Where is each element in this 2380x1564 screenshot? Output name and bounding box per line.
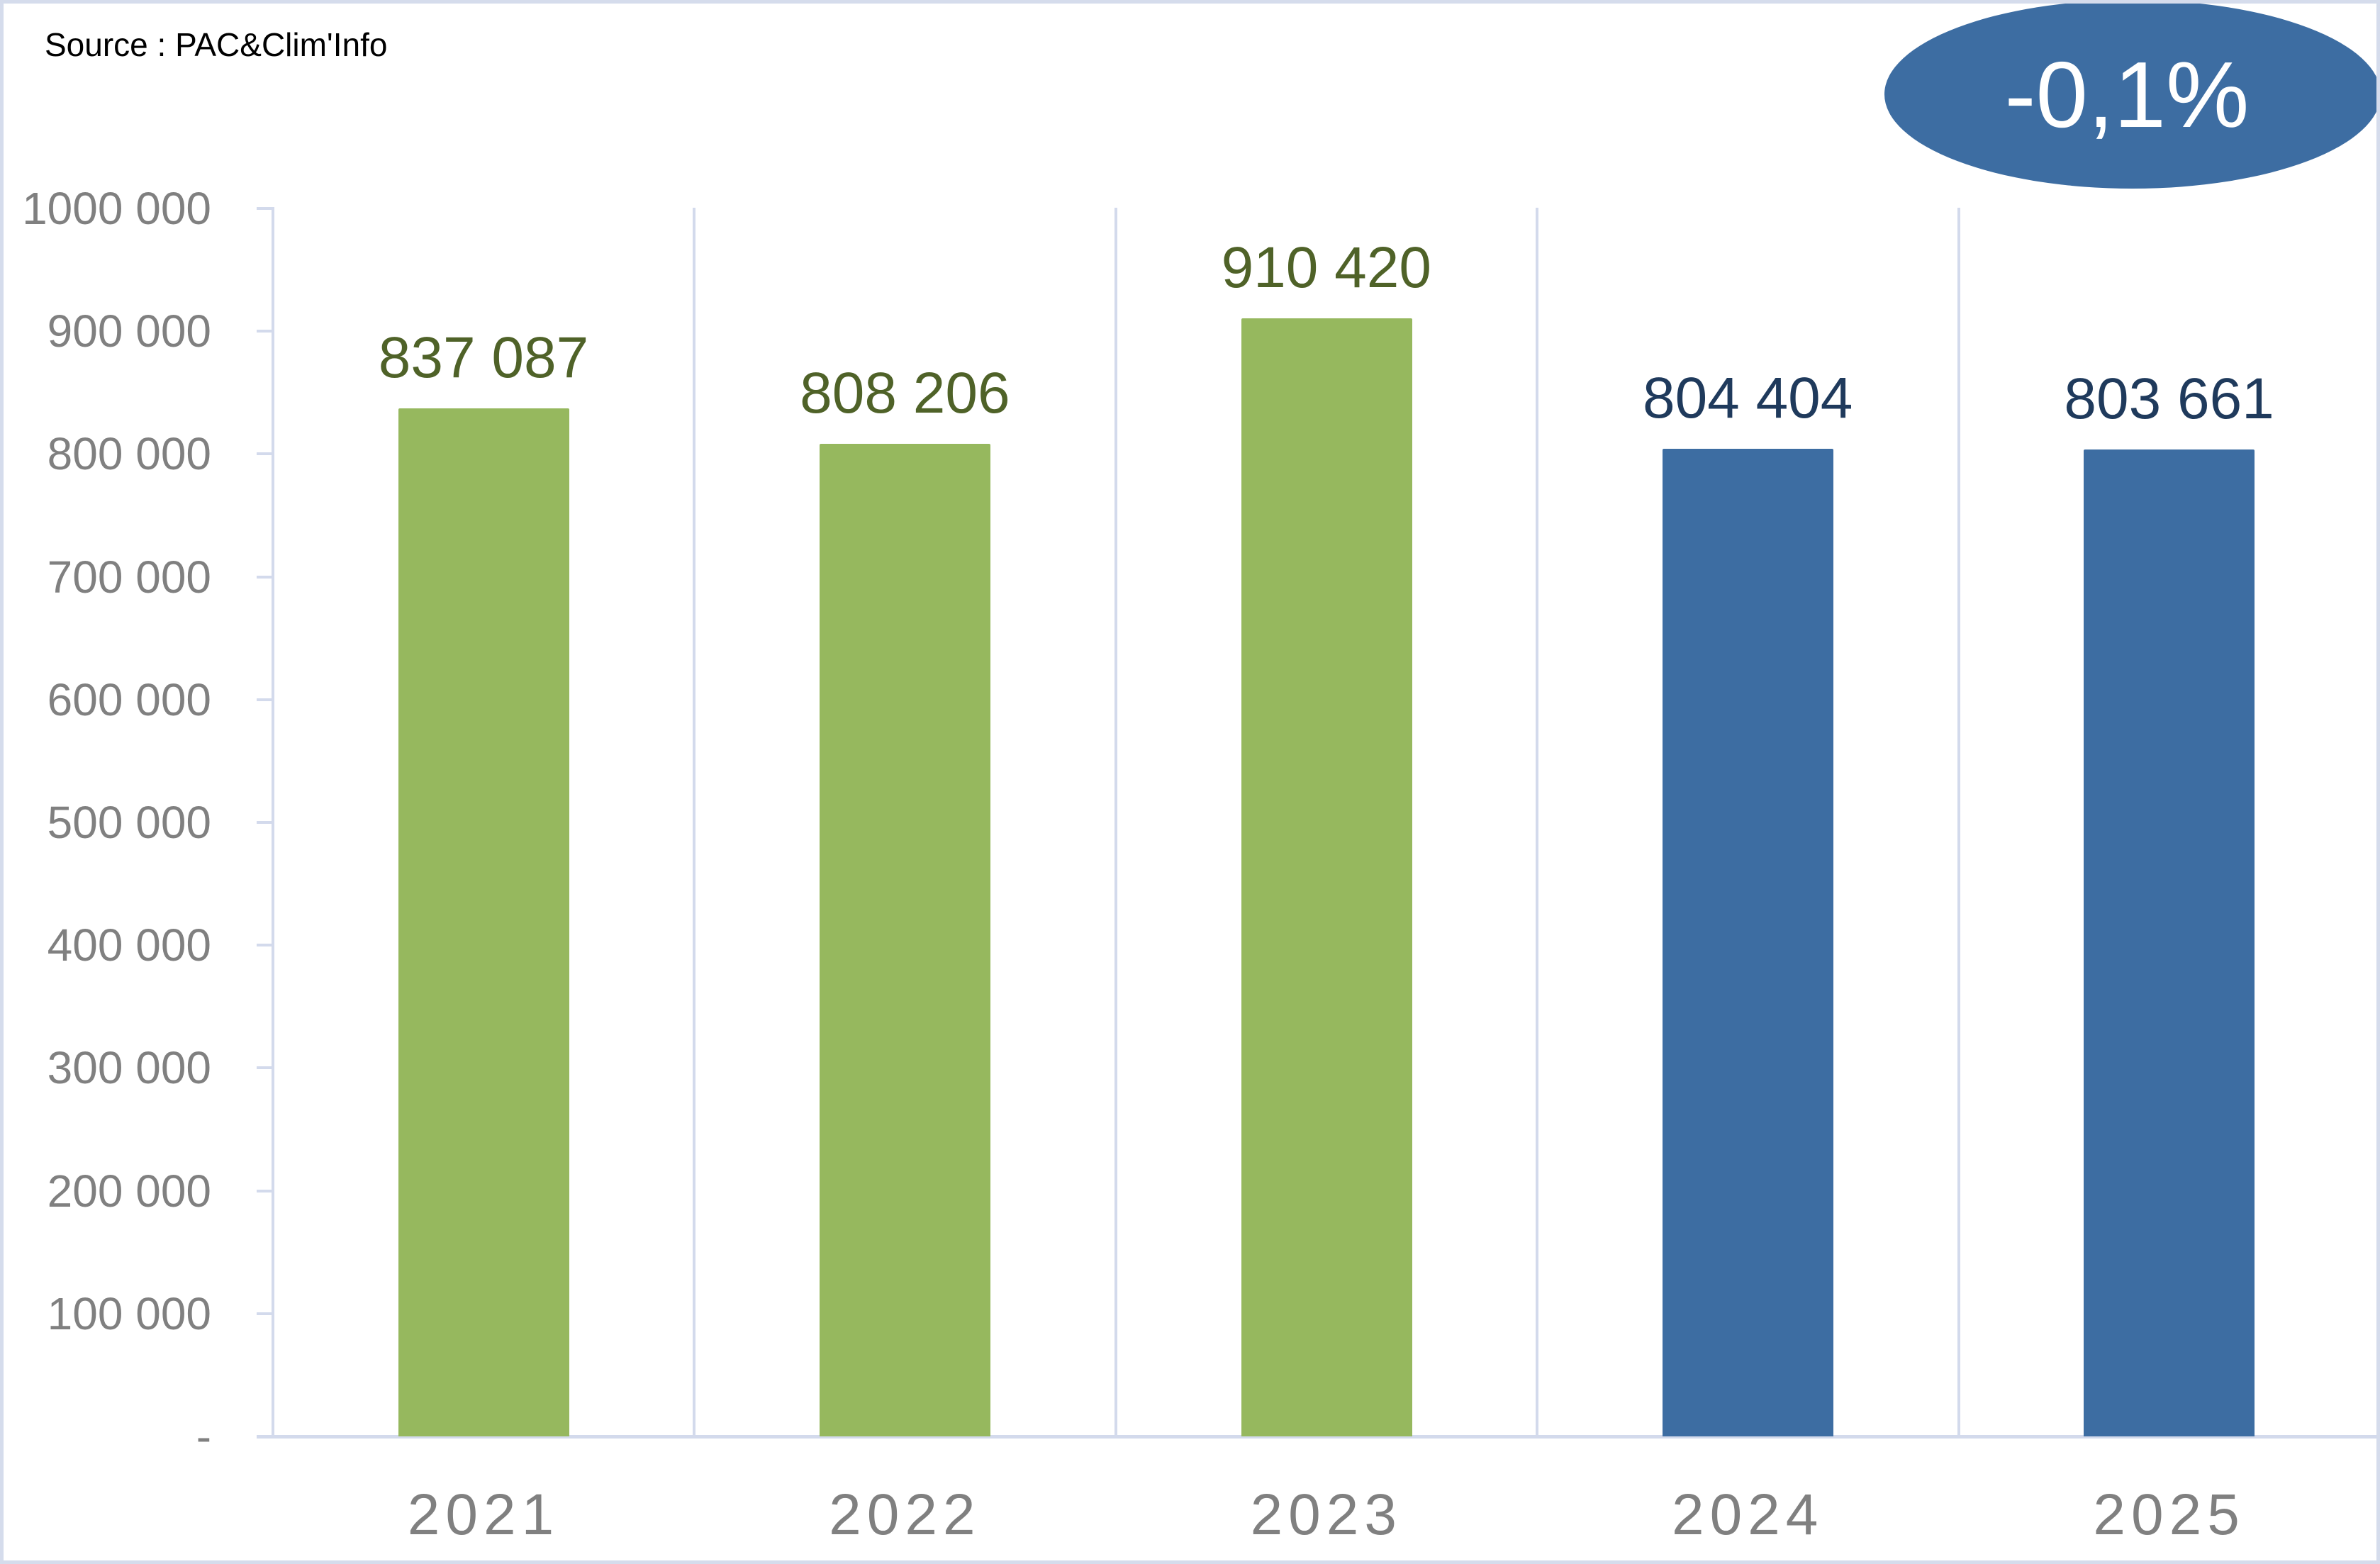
category-divider	[693, 208, 696, 1436]
y-tick-mark	[257, 1189, 273, 1192]
y-tick-mark	[257, 1435, 273, 1438]
x-tick-label-2023: 2023	[1250, 1482, 1402, 1547]
bar-2024	[1662, 448, 1833, 1436]
y-tick-label: 200 000	[47, 1165, 211, 1217]
x-tick-label-2024: 2024	[1671, 1482, 1824, 1547]
category-divider	[1114, 208, 1117, 1436]
y-tick-mark	[257, 698, 273, 701]
y-tick-mark	[257, 452, 273, 456]
y-tick-label: 300 000	[47, 1042, 211, 1094]
data-label-2021: 837 087	[378, 325, 589, 391]
y-axis-line	[272, 207, 274, 1438]
data-label-2023: 910 420	[1221, 235, 1431, 301]
y-tick-label: 400 000	[47, 920, 211, 971]
y-tick-label: 700 000	[47, 551, 211, 603]
y-tick-mark	[257, 944, 273, 947]
data-label-2024: 804 404	[1642, 365, 1853, 430]
y-tick-label: 800 000	[47, 428, 211, 480]
change-badge: -0,1%	[1884, 0, 2380, 189]
data-label-2025: 803 661	[2064, 367, 2274, 432]
y-tick-label: 500 000	[47, 797, 211, 848]
y-tick-label: 100 000	[47, 1287, 211, 1339]
y-tick-mark	[257, 330, 273, 333]
category-divider	[1536, 208, 1539, 1436]
y-tick-mark	[257, 1066, 273, 1070]
x-tick-label-2022: 2022	[829, 1482, 981, 1547]
bar-2021	[398, 408, 569, 1436]
y-tick-label: 600 000	[47, 674, 211, 725]
bar-2023	[1241, 318, 1412, 1436]
y-tick-label: 1000 000	[22, 183, 211, 234]
x-axis-line	[257, 1435, 2380, 1439]
y-tick-mark	[257, 207, 273, 210]
y-tick-label: 900 000	[47, 306, 211, 357]
x-tick-label-2025: 2025	[2093, 1482, 2245, 1547]
x-tick-label-2021: 2021	[407, 1482, 560, 1547]
change-badge-label: -0,1%	[2004, 42, 2250, 147]
y-tick-mark	[257, 821, 273, 824]
source-note: Source : PAC&Clim'Info	[45, 26, 388, 63]
bar-2025	[2084, 449, 2255, 1436]
category-divider	[1957, 208, 1960, 1436]
y-tick-mark	[257, 1312, 273, 1315]
y-tick-mark	[257, 575, 273, 579]
y-tick-label: -	[196, 1411, 211, 1462]
bar-2022	[820, 444, 991, 1436]
data-label-2022: 808 206	[800, 361, 1010, 426]
